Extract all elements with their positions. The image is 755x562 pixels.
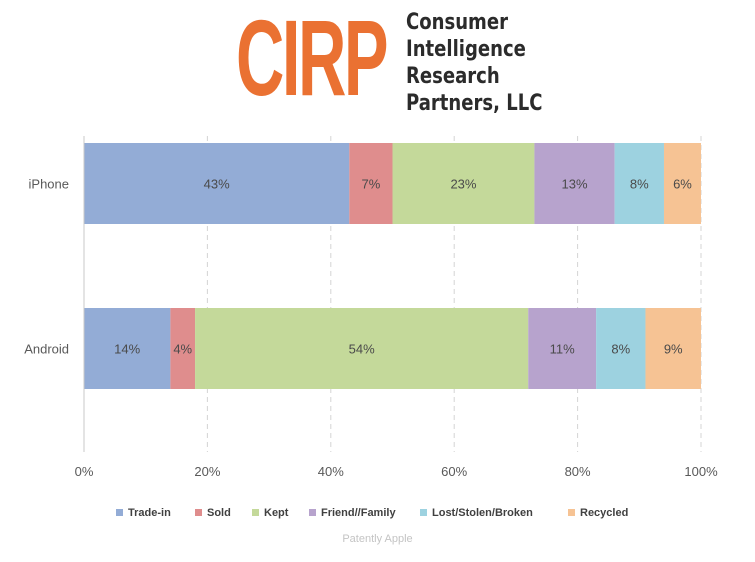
bar-segment [534, 143, 615, 224]
legend-layer: Trade-in Sold Kept Friend//Family Lost/Stole… [116, 507, 628, 519]
data-label: 4% [173, 342, 192, 357]
bar-segment [392, 143, 535, 224]
bar-segment [645, 308, 701, 389]
bar-segment [349, 143, 393, 224]
cirp-header: CIRP Consumer Intelligence Research Part… [0, 0, 755, 125]
legend-label: Friend//Family [321, 507, 396, 519]
company-line: Consumer [406, 10, 508, 35]
data-label: 43% [204, 177, 230, 192]
data-label: 8% [630, 177, 649, 192]
data-label: 23% [450, 177, 476, 192]
bar-segment [195, 308, 529, 389]
legend-label: Sold [207, 507, 231, 519]
legend-swatch [568, 509, 575, 516]
data-label: 8% [611, 342, 630, 357]
bar-segment [84, 308, 171, 389]
x-tick-label: 100% [684, 464, 718, 479]
x-tick-label: 80% [565, 464, 591, 479]
bar-segment [614, 143, 664, 224]
category-label: iPhone [29, 177, 69, 192]
bar-segment [663, 143, 701, 224]
axis-layer: iPhone Android 0% 20% 40% 60% 80% 100% [24, 136, 718, 479]
legend-swatch [195, 509, 202, 516]
data-label: 7% [362, 177, 381, 192]
legend-swatch [420, 509, 427, 516]
data-label: 13% [561, 177, 587, 192]
cirp-logo: CIRP [236, 0, 389, 118]
legend-entry: Friend//Family [309, 507, 396, 519]
bar-segment [84, 143, 350, 224]
data-label: 14% [114, 342, 140, 357]
bar-segment [596, 308, 646, 389]
data-label: 11% [550, 342, 575, 357]
legend-label: Kept [264, 507, 289, 519]
x-tick-label: 20% [194, 464, 220, 479]
x-tick-label: 40% [318, 464, 344, 479]
grid-layer [206, 136, 702, 452]
legend-swatch [252, 509, 259, 516]
legend-entry: Sold [195, 507, 231, 519]
data-label: 6% [673, 177, 692, 192]
company-line: Intelligence [406, 37, 526, 62]
legend-entry: Kept [252, 507, 289, 519]
legend-entry: Trade-in [116, 507, 171, 519]
watermark: Patently Apple [342, 533, 413, 545]
legend-swatch [309, 509, 316, 516]
x-tick-label: 60% [441, 464, 467, 479]
legend-label: Trade-in [128, 507, 171, 519]
legend-entry: Lost/Stolen/Broken [420, 507, 533, 519]
bar-layer: 43% 7% 23% 13% 8% 6% 14% 4% 54% 11% 8% 9% [84, 143, 701, 389]
legend-label: Lost/Stolen/Broken [432, 507, 533, 519]
x-tick-label: 0% [75, 464, 94, 479]
legend-label: Recycled [580, 507, 628, 519]
legend-entry: Recycled [568, 507, 628, 519]
company-line: Research [406, 64, 500, 89]
data-label: 9% [664, 342, 683, 357]
bar-segment [528, 308, 597, 389]
data-label: 54% [349, 342, 375, 357]
company-line: Partners, LLC [406, 91, 543, 116]
bar-segment [170, 308, 196, 389]
company-name: Consumer Intelligence Research Partners,… [406, 9, 543, 117]
legend-swatch [116, 509, 123, 516]
category-label: Android [24, 342, 69, 357]
